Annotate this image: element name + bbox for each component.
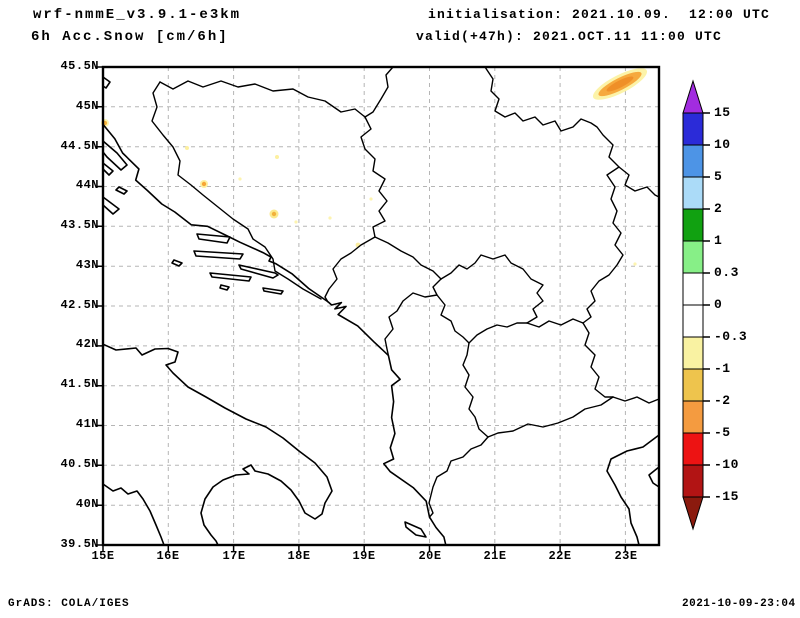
border-macedonia-albania: [462, 342, 489, 438]
lat-ticks: [96, 66, 103, 546]
islands: [102, 140, 427, 538]
lon-label: 15E: [91, 549, 115, 563]
lat-label: 41N: [75, 417, 99, 431]
lat-label: 40.5N: [60, 457, 99, 471]
map-plot: [96, 65, 661, 552]
colorbar-level: -2: [714, 393, 731, 408]
lon-label: 20E: [418, 549, 442, 563]
coast-italy-adriatic: [102, 343, 333, 546]
colorbar-level: 2: [714, 201, 723, 216]
border-serbia-macedonia: [526, 318, 584, 328]
snow-spots: [101, 68, 648, 266]
lat-label: 44N: [75, 178, 99, 192]
coast-aegean: [606, 434, 660, 546]
init-time-text: initialisation: 2021.10.09. 12:00 UTC: [428, 7, 771, 22]
lat-label: 42N: [75, 337, 99, 351]
colorbar-level: 0: [714, 297, 723, 312]
border-kosovo-macedonia: [468, 322, 528, 344]
snow-streak: [592, 68, 648, 100]
coastlines: [102, 76, 660, 546]
colorbar-level: -1: [714, 361, 731, 376]
border-macedonia-greece: [487, 396, 614, 438]
coast-chalkidiki: [648, 466, 660, 488]
lat-label: 41.5N: [60, 377, 99, 391]
border-kosovo-albania: [436, 294, 470, 344]
colorbar-level: -10: [714, 457, 739, 472]
lat-label: 45.5N: [60, 59, 99, 73]
lat-label: 39.5N: [60, 537, 99, 551]
colorbar-segment: [682, 240, 704, 274]
lon-ticks: [102, 545, 627, 552]
lon-label: 19E: [352, 549, 376, 563]
border-drina: [360, 116, 388, 238]
lon-label: 22E: [548, 549, 572, 563]
colorbar-segment: [682, 144, 704, 178]
colorbar-segment: [682, 336, 704, 370]
border-macedonia-bulgaria: [582, 322, 614, 398]
lat-label: 44.5N: [60, 139, 99, 153]
border-bosnia-montenegro: [324, 236, 376, 303]
border-danube: [484, 66, 660, 198]
colorbar-ticks: [703, 112, 710, 498]
lat-label: 45N: [75, 99, 99, 113]
colorbar-level: 1: [714, 233, 723, 248]
coast-adriatic-east: [102, 123, 447, 546]
colorbar-level: 10: [714, 137, 731, 152]
border-sava: [159, 66, 394, 118]
lon-label: 23E: [614, 549, 638, 563]
country-borders: [151, 66, 660, 518]
colorbar-arrow-up: [682, 79, 704, 114]
coast-calabria: [102, 483, 165, 546]
colorbar-segment: [682, 464, 704, 498]
border-albania-greece: [428, 436, 489, 518]
border-serbia-montenegro: [374, 236, 442, 280]
border-greece-bulgaria: [612, 396, 660, 404]
border-serbia-bulgaria: [582, 166, 624, 324]
lon-label: 17E: [222, 549, 246, 563]
colorbar-segment: [682, 400, 704, 434]
colorbar-segment: [682, 432, 704, 466]
lat-label: 43N: [75, 258, 99, 272]
colorbar-level: -15: [714, 489, 739, 504]
colorbar-segment: [682, 208, 704, 242]
colorbar-level: 0.3: [714, 265, 739, 280]
lon-label: 16E: [156, 549, 180, 563]
valid-time-text: valid(+47h): 2021.OCT.11 11:00 UTC: [416, 29, 723, 44]
field-title: 6h Acc.Snow [cm/6h]: [31, 29, 229, 45]
colorbar-segment: [682, 368, 704, 402]
lat-label: 42.5N: [60, 298, 99, 312]
border-montenegro-albania: [384, 278, 442, 357]
colorbar-level: 5: [714, 169, 723, 184]
colorbar-level: 15: [714, 105, 731, 120]
colorbar-level: -0.3: [714, 329, 748, 344]
graticule-gridlines: [103, 67, 659, 545]
colorbar-arrow-down: [682, 496, 704, 531]
colorbar-level: -5: [714, 425, 731, 440]
lon-label: 18E: [287, 549, 311, 563]
lat-label: 40N: [75, 497, 99, 511]
colorbar-segment: [682, 176, 704, 210]
lat-label: 43.5N: [60, 218, 99, 232]
coast-topleft: [102, 76, 111, 89]
colorbar-segment: [682, 304, 704, 338]
grads-signature: GrADS: COLA/IGES: [8, 598, 130, 610]
lon-label: 21E: [483, 549, 507, 563]
colorbar-segment: [682, 272, 704, 306]
colorbar: [682, 79, 710, 531]
border-croatia-bosnia: [151, 81, 322, 300]
border-kosovo-north-east: [440, 254, 544, 324]
creation-timestamp: 2021-10-09-23:04: [682, 598, 796, 610]
colorbar-segment: [682, 112, 704, 146]
model-title: wrf-nmmE_v3.9.1-e3km: [33, 7, 242, 23]
